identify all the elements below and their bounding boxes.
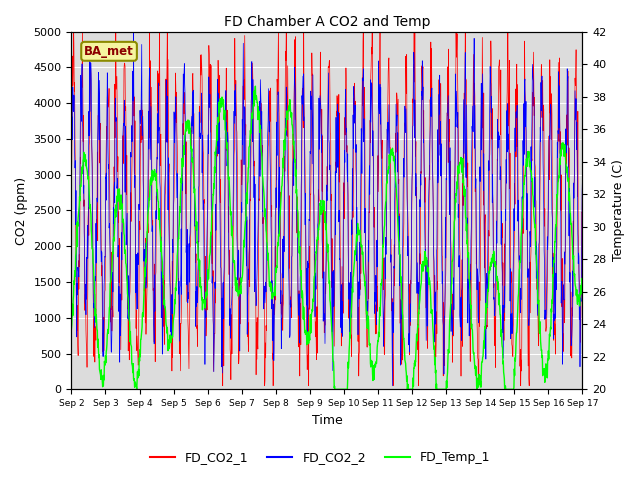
Legend: FD_CO2_1, FD_CO2_2, FD_Temp_1: FD_CO2_1, FD_CO2_2, FD_Temp_1 xyxy=(145,446,495,469)
Title: FD Chamber A CO2 and Temp: FD Chamber A CO2 and Temp xyxy=(224,15,430,29)
Text: BA_met: BA_met xyxy=(84,45,134,58)
X-axis label: Time: Time xyxy=(312,414,342,427)
Y-axis label: Temperature (C): Temperature (C) xyxy=(612,159,625,262)
Y-axis label: CO2 (ppm): CO2 (ppm) xyxy=(15,176,28,244)
